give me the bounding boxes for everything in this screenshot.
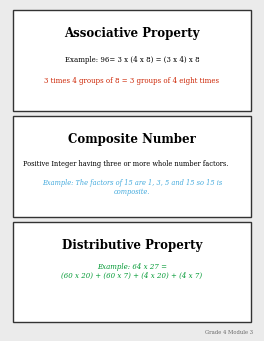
Text: Example: 64 x 27 =
(60 x 20) + (60 x 7) + (4 x 20) + (4 x 7): Example: 64 x 27 = (60 x 20) + (60 x 7) … (62, 263, 202, 280)
Text: 3 times 4 groups of 8 = 3 groups of 4 eight times: 3 times 4 groups of 8 = 3 groups of 4 ei… (45, 77, 219, 85)
Text: Grade 4 Module 3: Grade 4 Module 3 (205, 330, 253, 335)
Text: Positive Integer having three or more whole number factors.: Positive Integer having three or more wh… (23, 160, 228, 168)
Text: Example: 96= 3 x (4 x 8) = (3 x 4) x 8: Example: 96= 3 x (4 x 8) = (3 x 4) x 8 (65, 56, 199, 64)
Text: Distributive Property: Distributive Property (62, 239, 202, 252)
FancyBboxPatch shape (13, 10, 251, 111)
FancyBboxPatch shape (13, 116, 251, 217)
Text: Associative Property: Associative Property (64, 27, 200, 40)
Text: Composite Number: Composite Number (68, 133, 196, 146)
Text: Example: The factors of 15 are 1, 3, 5 and 15 so 15 is
composite.: Example: The factors of 15 are 1, 3, 5 a… (42, 179, 222, 196)
FancyBboxPatch shape (13, 222, 251, 322)
